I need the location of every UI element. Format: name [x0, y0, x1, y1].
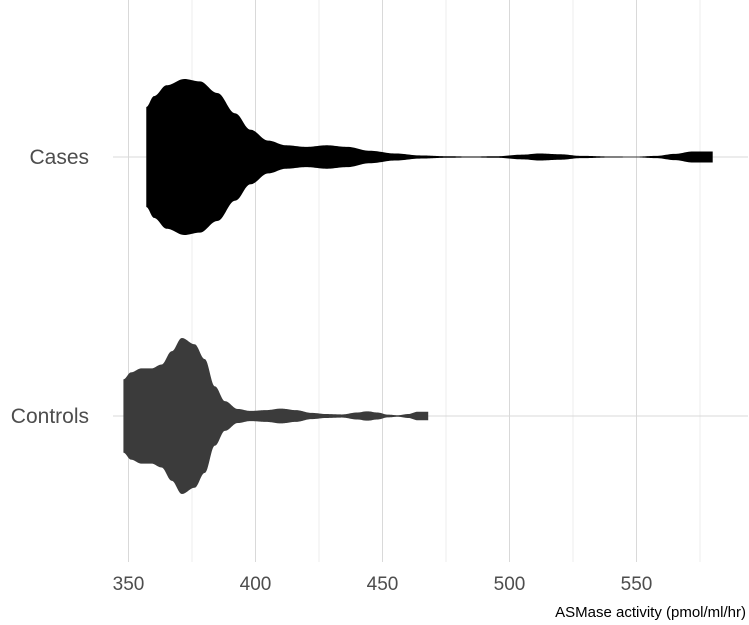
x-axis-tick-labels: 350 400 450 500 550 — [113, 574, 653, 595]
x-tick-label-350: 350 — [113, 574, 145, 595]
y-tick-label-controls: Controls — [11, 405, 89, 428]
violin-cases — [146, 79, 713, 235]
x-tick-label-550: 550 — [621, 574, 653, 595]
violin-controls — [123, 338, 429, 494]
y-tick-label-cases: Cases — [29, 146, 89, 169]
x-tick-label-500: 500 — [494, 574, 526, 595]
grid — [113, 0, 748, 562]
y-axis-labels: Cases Controls — [11, 146, 89, 428]
x-axis-title: ASMase activity (pmol/ml/hr) — [555, 604, 746, 621]
x-tick-label-400: 400 — [240, 574, 272, 595]
violins — [123, 79, 713, 494]
x-tick-label-450: 450 — [367, 574, 399, 595]
